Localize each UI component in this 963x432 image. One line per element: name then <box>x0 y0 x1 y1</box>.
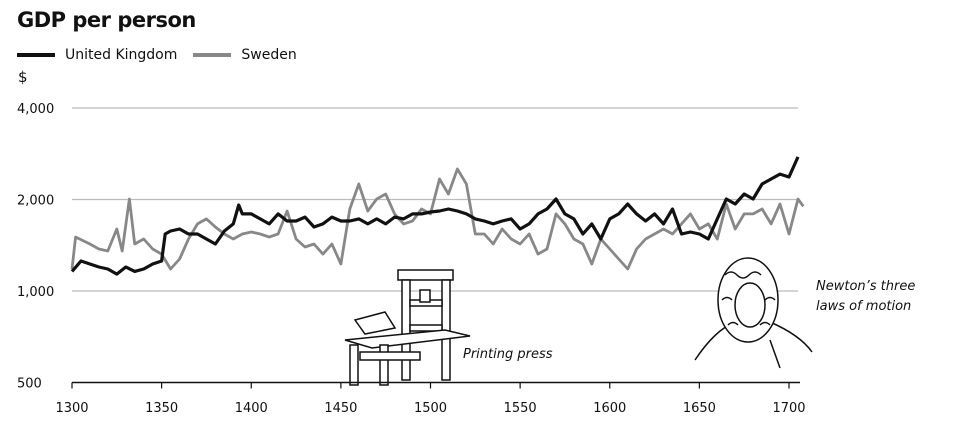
chart-title: GDP per person <box>17 8 196 32</box>
x-tick-label: 1600 <box>593 401 626 416</box>
x-tick-label: 1400 <box>235 401 268 416</box>
y-tick-label: 500 <box>17 377 42 392</box>
x-tick-label: 1350 <box>145 401 178 416</box>
x-tick-label: 1450 <box>324 401 357 416</box>
y-axis-unit: $ <box>18 68 28 86</box>
annotation-newton-line2: laws of motion <box>816 299 911 314</box>
illustrations <box>344 257 813 386</box>
legend-label-uk: United Kingdom <box>65 47 178 63</box>
x-tick-label: 1650 <box>683 401 716 416</box>
x-tick-label: 1500 <box>414 401 447 416</box>
x-tick-label: 1700 <box>772 401 805 416</box>
newton-portrait-illustration <box>694 257 813 369</box>
legend: United Kingdom Sweden <box>17 47 297 63</box>
legend-label-sweden: Sweden <box>241 47 297 63</box>
series-line-sweden <box>70 167 805 271</box>
y-tick-label: 2,000 <box>17 194 54 209</box>
x-tick-label: 1550 <box>504 401 537 416</box>
legend-swatch-sweden <box>193 53 232 57</box>
y-tick-label: 4,000 <box>17 102 54 117</box>
series-line-united-kingdom <box>70 156 800 276</box>
printing-press-illustration <box>344 269 471 386</box>
annotation-newton-line1: Newton’s three <box>816 279 915 294</box>
legend-swatch-uk <box>17 53 55 57</box>
annotation-printing-press: Printing press <box>463 347 553 362</box>
x-tick-label: 1300 <box>55 401 88 416</box>
y-tick-label: 1,000 <box>17 285 54 300</box>
